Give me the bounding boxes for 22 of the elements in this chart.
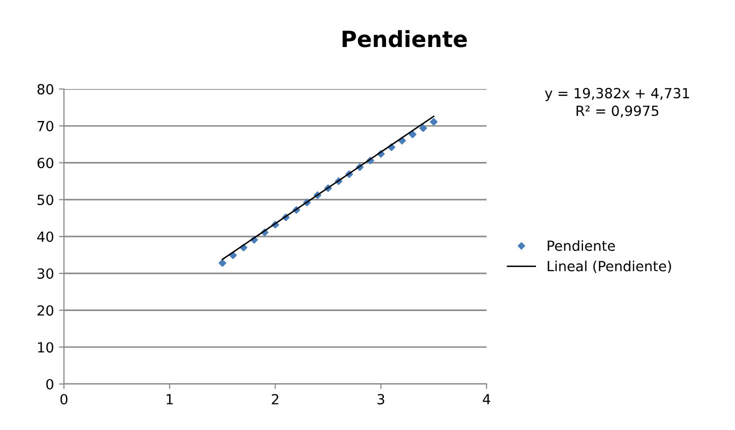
x-tick-label: 3 bbox=[378, 394, 384, 404]
legend-label: Pendiente bbox=[548, 240, 615, 251]
y-tick-label: 30 bbox=[38, 268, 54, 279]
chart-title: Pendiente bbox=[342, 30, 467, 48]
y-tick-label: 50 bbox=[38, 194, 54, 206]
point bbox=[430, 118, 438, 126]
y-tick-label: 20 bbox=[38, 305, 54, 316]
y-tick-label: 40 bbox=[37, 231, 54, 242]
x-tick-label: 0 bbox=[60, 394, 68, 404]
point bbox=[408, 130, 416, 138]
x-tick-label: 1 bbox=[166, 394, 173, 404]
y-tick-label: 10 bbox=[38, 342, 54, 353]
x-tick-label: 4 bbox=[482, 394, 490, 404]
y-tick-label: 0 bbox=[46, 378, 54, 390]
x-tick-label: 2 bbox=[272, 394, 278, 404]
y-tick-label: 80 bbox=[37, 84, 54, 94]
legend-label: Lineal (Pendiente) bbox=[548, 260, 672, 274]
y-tick-label: 70 bbox=[38, 120, 54, 132]
y-tick-label: 60 bbox=[38, 158, 54, 168]
point bbox=[419, 124, 427, 132]
text: y = 19,382x + 4,731 R² = 0,9975 bbox=[544, 88, 689, 118]
point bbox=[218, 259, 226, 267]
